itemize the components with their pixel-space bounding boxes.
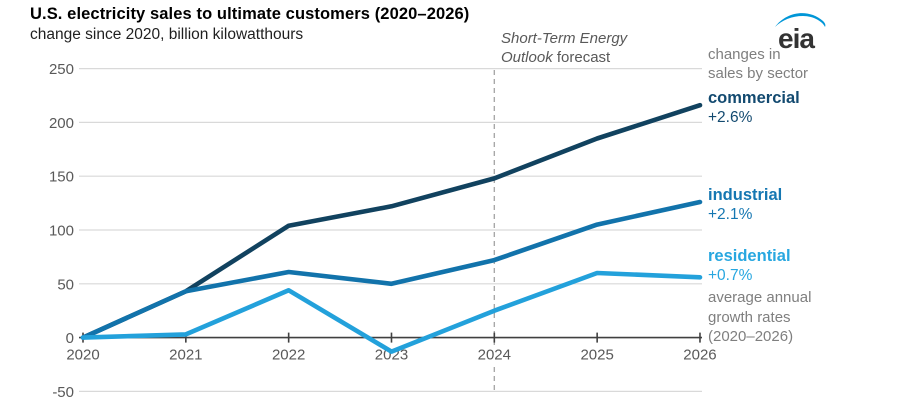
legend-outro-line2: growth rates [708, 308, 791, 326]
x-tick-label-bg-2025 [577, 346, 618, 363]
chart-subtitle: change since 2020, billion kilowatthours [30, 26, 304, 43]
x-tick-label-bg-2020 [63, 346, 103, 363]
legend-item-residential: residential +0.7% [708, 246, 791, 285]
series-line-industrial [80, 199, 703, 340]
y-tick-label-200: 200 [49, 115, 74, 132]
x-tick-label-2026: 2026 [683, 347, 716, 364]
series-lines [80, 102, 703, 354]
forecast-annotation: Short-Term Energy Outlook forecast [501, 29, 634, 67]
sector-legend-intro: changes in sales by sector [708, 45, 808, 83]
forecast-annotation-line2: Outlook forecast [501, 49, 611, 66]
legend-item-industrial: industrial +2.1% [708, 185, 782, 224]
forecast-annotation-line1: Short-Term Energy [501, 30, 628, 47]
x-tick-labels: 2020 2021 2022 2023 2024 2025 2026 [63, 346, 720, 364]
series-line-residential [80, 270, 703, 354]
x-tick-label-2021: 2021 [169, 347, 202, 364]
x-tick-label-bg-2021 [165, 346, 206, 363]
x-tick-label-bg-2026 [679, 346, 720, 363]
x-tick-label-bg-2024 [474, 346, 515, 363]
y-tick-label-150: 150 [49, 169, 74, 186]
legend-commercial-label: commercial [708, 89, 800, 107]
legend-residential-rate: +0.7% [708, 267, 753, 284]
chart-title: U.S. electricity sales to ultimate custo… [30, 5, 470, 23]
sector-legend-outro: average annual growth rates (2020–2026) [708, 288, 811, 347]
legend-industrial-label: industrial [708, 186, 783, 204]
eia-logo: eia [775, 13, 826, 54]
y-tick-label-250: 250 [49, 61, 74, 78]
x-tick-label-2024: 2024 [478, 347, 511, 364]
legend-residential-label: residential [708, 247, 791, 265]
legend-outro-line3: (2020–2026) [708, 328, 794, 345]
x-tick-label-bg-2022 [268, 346, 309, 363]
y-tick-label-50: 50 [57, 276, 74, 293]
legend-item-commercial: commercial +2.6% [708, 88, 800, 127]
x-tick-label-2020: 2020 [66, 347, 99, 364]
legend-intro-line1: changes in [708, 46, 781, 63]
legend-outro-line1: average annual [708, 289, 812, 306]
x-axis [79, 332, 702, 343]
logo-text: eia [778, 23, 815, 54]
gridlines [79, 67, 702, 392]
logo-swoosh-icon [775, 13, 826, 27]
x-tick-label-2025: 2025 [580, 347, 613, 364]
legend-intro-line2: sales by sector [708, 65, 809, 82]
y-tick-label-100: 100 [49, 223, 74, 240]
legend-commercial-rate: +2.6% [708, 109, 753, 126]
y-tick-label--50: -50 [52, 384, 74, 401]
legend-industrial-rate: +2.1% [708, 206, 753, 223]
x-tick-label-2022: 2022 [272, 347, 305, 364]
y-tick-labels: 250 200 150 100 50 0 -50 [49, 61, 74, 401]
y-tick-label-0: 0 [66, 330, 74, 347]
x-tick-label-bg-2023 [371, 346, 412, 363]
